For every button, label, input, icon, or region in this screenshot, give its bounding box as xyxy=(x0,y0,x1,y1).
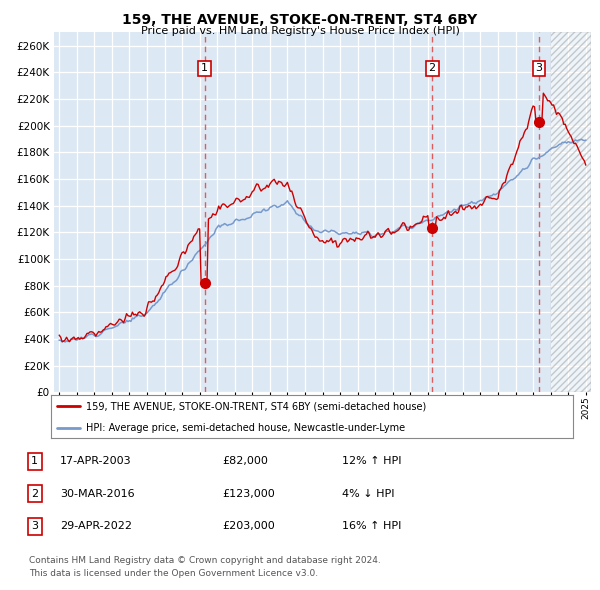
Text: £82,000: £82,000 xyxy=(222,457,268,466)
Text: 16% ↑ HPI: 16% ↑ HPI xyxy=(342,522,401,531)
Text: 3: 3 xyxy=(535,64,542,73)
Text: This data is licensed under the Open Government Licence v3.0.: This data is licensed under the Open Gov… xyxy=(29,569,318,578)
Text: 2: 2 xyxy=(428,64,436,73)
Text: 12% ↑ HPI: 12% ↑ HPI xyxy=(342,457,401,466)
Text: 3: 3 xyxy=(31,522,38,531)
Text: £203,000: £203,000 xyxy=(222,522,275,531)
Text: Price paid vs. HM Land Registry's House Price Index (HPI): Price paid vs. HM Land Registry's House … xyxy=(140,26,460,36)
Text: 1: 1 xyxy=(201,64,208,73)
Text: 159, THE AVENUE, STOKE-ON-TRENT, ST4 6BY (semi-detached house): 159, THE AVENUE, STOKE-ON-TRENT, ST4 6BY… xyxy=(86,401,427,411)
Text: 17-APR-2003: 17-APR-2003 xyxy=(60,457,131,466)
Text: 1: 1 xyxy=(31,457,38,466)
Text: 4% ↓ HPI: 4% ↓ HPI xyxy=(342,489,395,499)
Text: 2: 2 xyxy=(31,489,38,499)
Text: 29-APR-2022: 29-APR-2022 xyxy=(60,522,132,531)
Text: 30-MAR-2016: 30-MAR-2016 xyxy=(60,489,134,499)
Text: Contains HM Land Registry data © Crown copyright and database right 2024.: Contains HM Land Registry data © Crown c… xyxy=(29,556,380,565)
Text: 159, THE AVENUE, STOKE-ON-TRENT, ST4 6BY: 159, THE AVENUE, STOKE-ON-TRENT, ST4 6BY xyxy=(122,13,478,27)
Text: HPI: Average price, semi-detached house, Newcastle-under-Lyme: HPI: Average price, semi-detached house,… xyxy=(86,422,406,432)
Text: £123,000: £123,000 xyxy=(222,489,275,499)
